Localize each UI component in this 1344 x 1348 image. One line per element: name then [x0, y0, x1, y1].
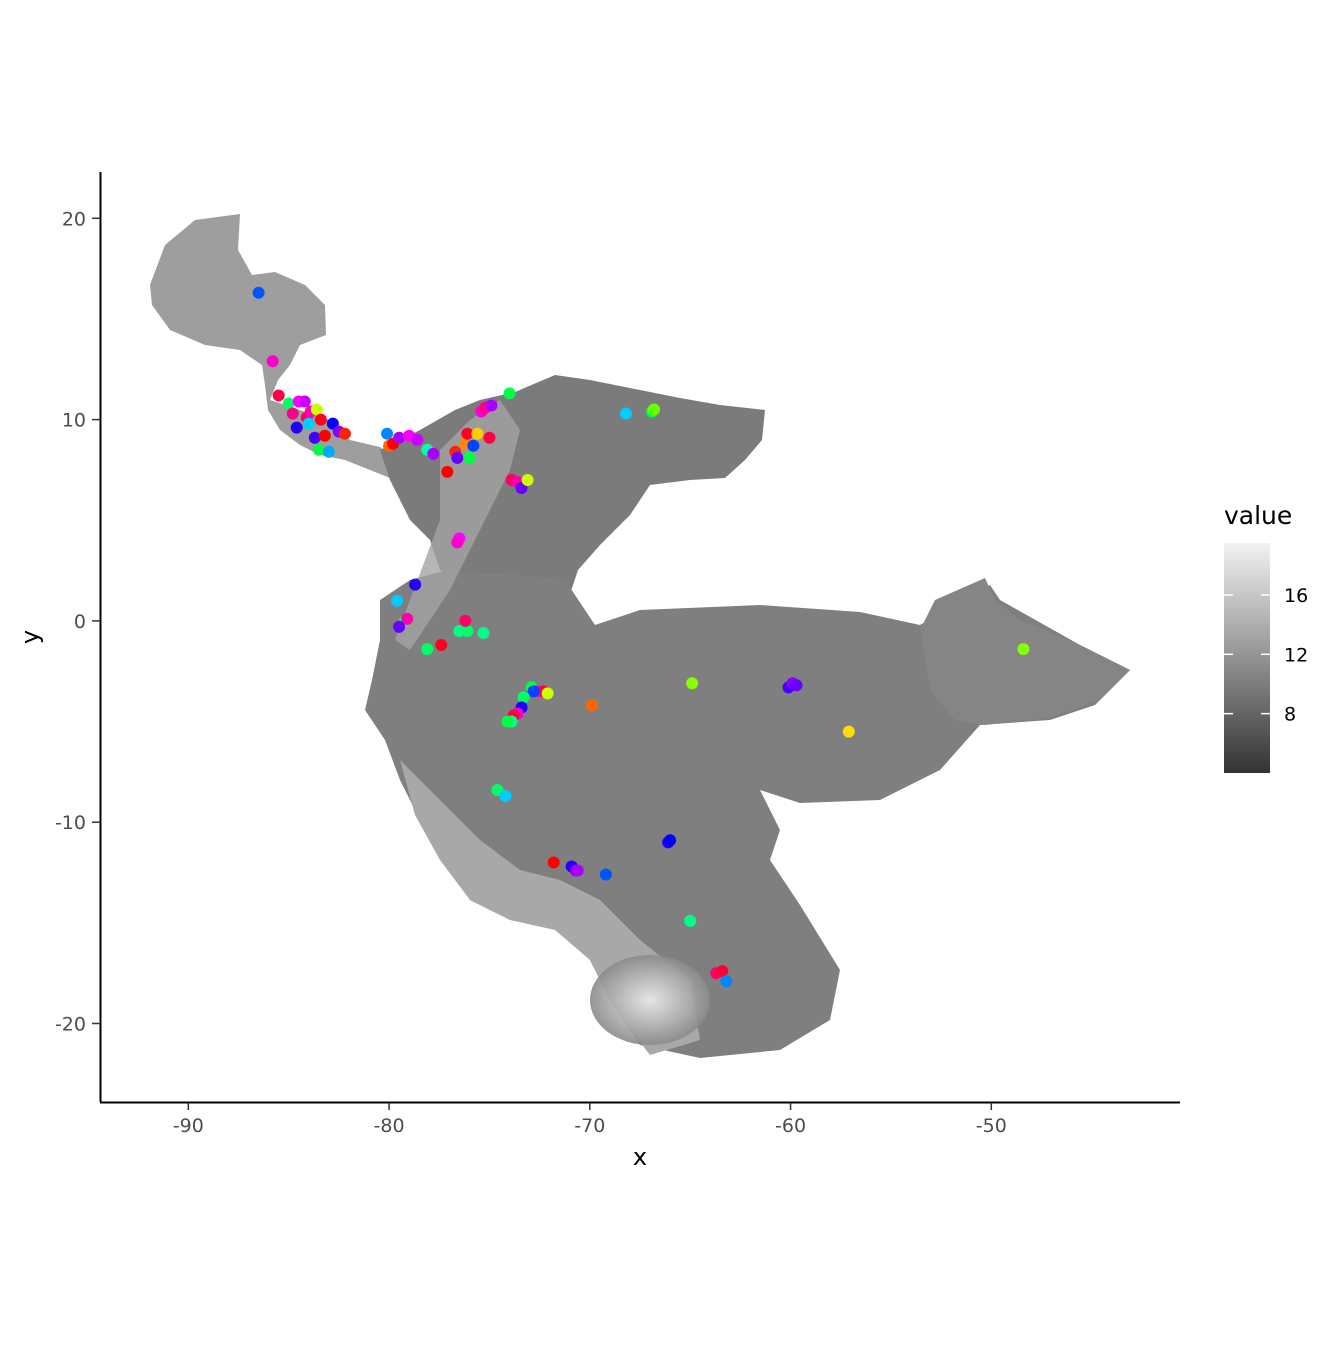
data-point	[393, 431, 406, 444]
data-point	[393, 620, 406, 633]
data-point	[459, 614, 472, 627]
data-point	[499, 790, 512, 803]
x-tick-label: -80	[374, 1115, 405, 1137]
data-point	[503, 387, 516, 400]
x-tick-label: -90	[173, 1115, 204, 1137]
data-point	[790, 679, 803, 692]
x-tick-label: -50	[976, 1115, 1007, 1137]
data-point	[338, 427, 351, 440]
data-point	[571, 864, 584, 877]
data-point	[286, 407, 299, 420]
data-point	[585, 699, 598, 712]
colorbar-tick-label: 8	[1284, 704, 1296, 726]
data-point	[461, 427, 474, 440]
legend: value 8 12 16	[1224, 501, 1308, 773]
data-point	[302, 417, 315, 430]
data-point	[427, 447, 440, 460]
y-tick-label: -10	[55, 812, 86, 834]
y-ticks: -20 -10 0 10 20	[55, 208, 100, 1035]
data-point	[686, 677, 699, 690]
data-point	[391, 594, 404, 607]
data-point	[435, 639, 448, 652]
data-point	[312, 443, 325, 456]
data-point	[461, 624, 474, 637]
data-point	[409, 578, 422, 591]
data-point	[272, 389, 285, 402]
data-point	[485, 399, 498, 412]
colorbar	[1224, 543, 1270, 773]
raster-background	[150, 214, 1130, 1058]
data-point	[451, 536, 464, 549]
y-tick-label: 10	[62, 410, 86, 432]
data-point	[318, 429, 331, 442]
data-point	[501, 715, 514, 728]
data-point	[451, 451, 464, 464]
y-tick-label: 0	[74, 611, 86, 633]
data-point	[298, 395, 311, 408]
data-point	[471, 427, 484, 440]
data-point	[517, 691, 530, 704]
colorbar-tick-label: 12	[1284, 644, 1308, 666]
data-point	[252, 286, 265, 299]
data-point	[411, 433, 424, 446]
data-point	[282, 397, 295, 410]
x-axis-title: x	[633, 1143, 647, 1171]
colorbar-ticks: 8 12 16	[1224, 585, 1308, 726]
data-points	[252, 286, 1030, 988]
data-point	[310, 403, 323, 416]
data-point	[308, 431, 321, 444]
data-point	[842, 725, 855, 738]
data-point	[599, 868, 612, 881]
data-point	[463, 451, 476, 464]
data-point	[541, 687, 554, 700]
data-point	[266, 355, 279, 368]
data-point	[290, 421, 303, 434]
data-point	[401, 612, 414, 625]
y-axis-title: y	[16, 630, 44, 644]
data-point	[441, 465, 454, 478]
data-point	[720, 975, 733, 988]
x-tick-label: -60	[775, 1115, 806, 1137]
x-tick-label: -70	[574, 1115, 605, 1137]
data-point	[547, 856, 560, 869]
data-point	[684, 914, 697, 927]
x-ticks: -90 -80 -70 -60 -50	[173, 1103, 1007, 1137]
data-point	[477, 626, 490, 639]
axes	[99, 172, 1180, 1104]
y-tick-label: -20	[55, 1013, 86, 1035]
data-point	[527, 685, 540, 698]
y-tick-label: 20	[62, 208, 86, 230]
data-point	[664, 834, 677, 847]
data-point	[381, 427, 394, 440]
data-point	[1017, 643, 1030, 656]
legend-title: value	[1224, 501, 1292, 530]
data-point	[716, 965, 729, 978]
data-point	[619, 407, 632, 420]
data-point	[322, 445, 335, 458]
data-point	[314, 413, 327, 426]
colorbar-tick-label: 16	[1284, 585, 1308, 607]
data-point	[421, 643, 434, 656]
data-point	[648, 403, 661, 416]
data-point	[521, 473, 534, 486]
data-point	[483, 431, 496, 444]
data-point	[467, 439, 480, 452]
